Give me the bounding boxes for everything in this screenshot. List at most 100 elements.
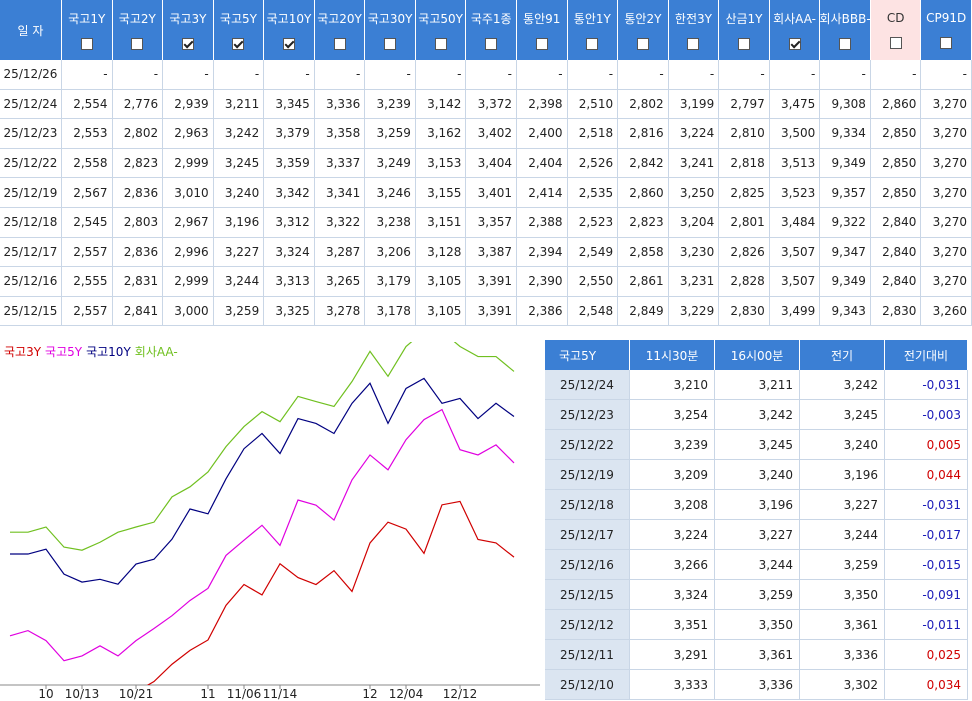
value-cell: 3,523	[769, 178, 821, 208]
value-cell: 2,858	[618, 237, 669, 268]
checkbox[interactable]	[586, 37, 599, 50]
value-cell: 2,849	[618, 296, 669, 327]
value-cell: 3,358	[314, 119, 366, 149]
side-value: 3,210	[630, 370, 715, 400]
value-cell: 3,313	[264, 267, 315, 297]
x-tick-label: 11	[200, 687, 215, 701]
legend-entry: 회사AA-	[135, 345, 178, 359]
date-cell: 25/12/16	[0, 267, 62, 297]
value-cell: 9,308	[820, 89, 871, 120]
side-header: 전기대비	[885, 340, 968, 370]
value-cell: 9,349	[820, 267, 871, 297]
value-cell: 3,259	[213, 296, 265, 327]
value-cell: 3,245	[213, 148, 265, 179]
column-label: 국주1종	[470, 12, 512, 27]
column-header: 국고5Y	[213, 0, 265, 60]
date-cell: 25/12/26	[0, 60, 62, 90]
checkbox[interactable]	[333, 37, 346, 50]
value-cell: 3,270	[921, 148, 972, 179]
value-cell: 3,000	[163, 296, 214, 327]
value-cell: 9,343	[820, 296, 871, 327]
checkbox[interactable]	[181, 37, 194, 50]
x-tick-label: 12	[362, 687, 377, 701]
side-date: 25/12/15	[545, 580, 630, 610]
column-label: 한전3Y	[674, 12, 712, 27]
value-cell: 3,322	[314, 208, 366, 238]
value-cell: 2,548	[567, 296, 619, 327]
value-cell: 2,840	[870, 208, 922, 238]
value-cell: 3,230	[668, 237, 720, 268]
value-cell: 3,199	[668, 89, 720, 120]
checkbox[interactable]	[282, 37, 295, 50]
checkbox[interactable]	[131, 37, 144, 50]
column-label: 통안2Y	[624, 12, 662, 27]
value-cell: 3,206	[365, 237, 416, 268]
side-value: 3,291	[630, 640, 715, 670]
column-label: 국고5Y	[219, 12, 257, 27]
side-value: 3,244	[800, 520, 885, 550]
side-value: 3,324	[630, 580, 715, 610]
value-cell: 2,545	[62, 208, 113, 238]
checkbox[interactable]	[889, 36, 902, 49]
chart: 10 10/13 10/21 11 11/06 11/14 12 12/04 12/12 국고3Y…	[0, 342, 540, 701]
checkbox[interactable]	[687, 37, 700, 50]
value-cell: -	[112, 60, 164, 90]
value-cell: 2,963	[163, 119, 214, 149]
value-cell: 2,802	[112, 119, 164, 149]
value-cell: 3,379	[264, 119, 315, 149]
side-value: 3,196	[800, 460, 885, 490]
value-cell: 3,196	[213, 208, 265, 238]
value-cell: 3,162	[415, 119, 467, 149]
value-cell: 3,211	[213, 89, 265, 120]
x-tick-label: 12/12	[443, 687, 478, 701]
column-label: 국고2Y	[118, 12, 156, 27]
value-cell: 2,996	[163, 237, 214, 268]
checkbox[interactable]	[535, 37, 548, 50]
value-cell: 3,337	[314, 148, 366, 179]
checkbox[interactable]	[737, 37, 750, 50]
column-header: 통안91	[517, 0, 568, 60]
column-label: 국고50Y	[418, 12, 463, 27]
checkbox[interactable]	[232, 37, 245, 50]
value-cell: 3,475	[769, 89, 821, 120]
value-cell: 3,513	[769, 148, 821, 179]
side-value: 3,245	[800, 400, 885, 430]
checkbox[interactable]	[434, 37, 447, 50]
value-cell: 3,342	[264, 178, 315, 208]
column-label: 통안1Y	[573, 12, 611, 27]
value-cell: 2,842	[618, 148, 669, 179]
side-value: 0,034	[885, 670, 968, 700]
value-cell: 2,861	[618, 267, 669, 297]
checkbox[interactable]	[788, 37, 801, 50]
value-cell: 2,999	[163, 148, 214, 179]
value-cell: -	[769, 60, 821, 90]
legend-entry: 국고5Y	[45, 345, 83, 359]
value-cell: 3,312	[264, 208, 315, 238]
date-cell: 25/12/15	[0, 296, 62, 327]
value-cell: 9,347	[820, 237, 871, 268]
column-label: CD	[886, 11, 905, 26]
side-value: 3,336	[800, 640, 885, 670]
value-cell: 3,204	[668, 208, 720, 238]
checkbox[interactable]	[940, 36, 953, 49]
value-cell: -	[163, 60, 214, 90]
checkbox[interactable]	[485, 37, 498, 50]
value-cell: 9,334	[820, 119, 871, 149]
side-value: -0,031	[885, 490, 968, 520]
side-value: 3,242	[800, 370, 885, 400]
value-cell: -	[668, 60, 720, 90]
checkbox[interactable]	[839, 37, 852, 50]
date-cell: 25/12/24	[0, 89, 62, 120]
column-label: 국고1Y	[68, 12, 106, 27]
value-cell: 3,241	[668, 148, 720, 179]
side-value: 3,361	[715, 640, 800, 670]
checkbox[interactable]	[80, 37, 93, 50]
checkbox[interactable]	[384, 37, 397, 50]
value-cell: 2,394	[517, 237, 568, 268]
value-cell: 3,239	[365, 89, 416, 120]
value-cell: 2,388	[517, 208, 568, 238]
value-cell: -	[820, 60, 871, 90]
checkbox[interactable]	[636, 37, 649, 50]
side-header: 국고5Y	[545, 340, 630, 370]
